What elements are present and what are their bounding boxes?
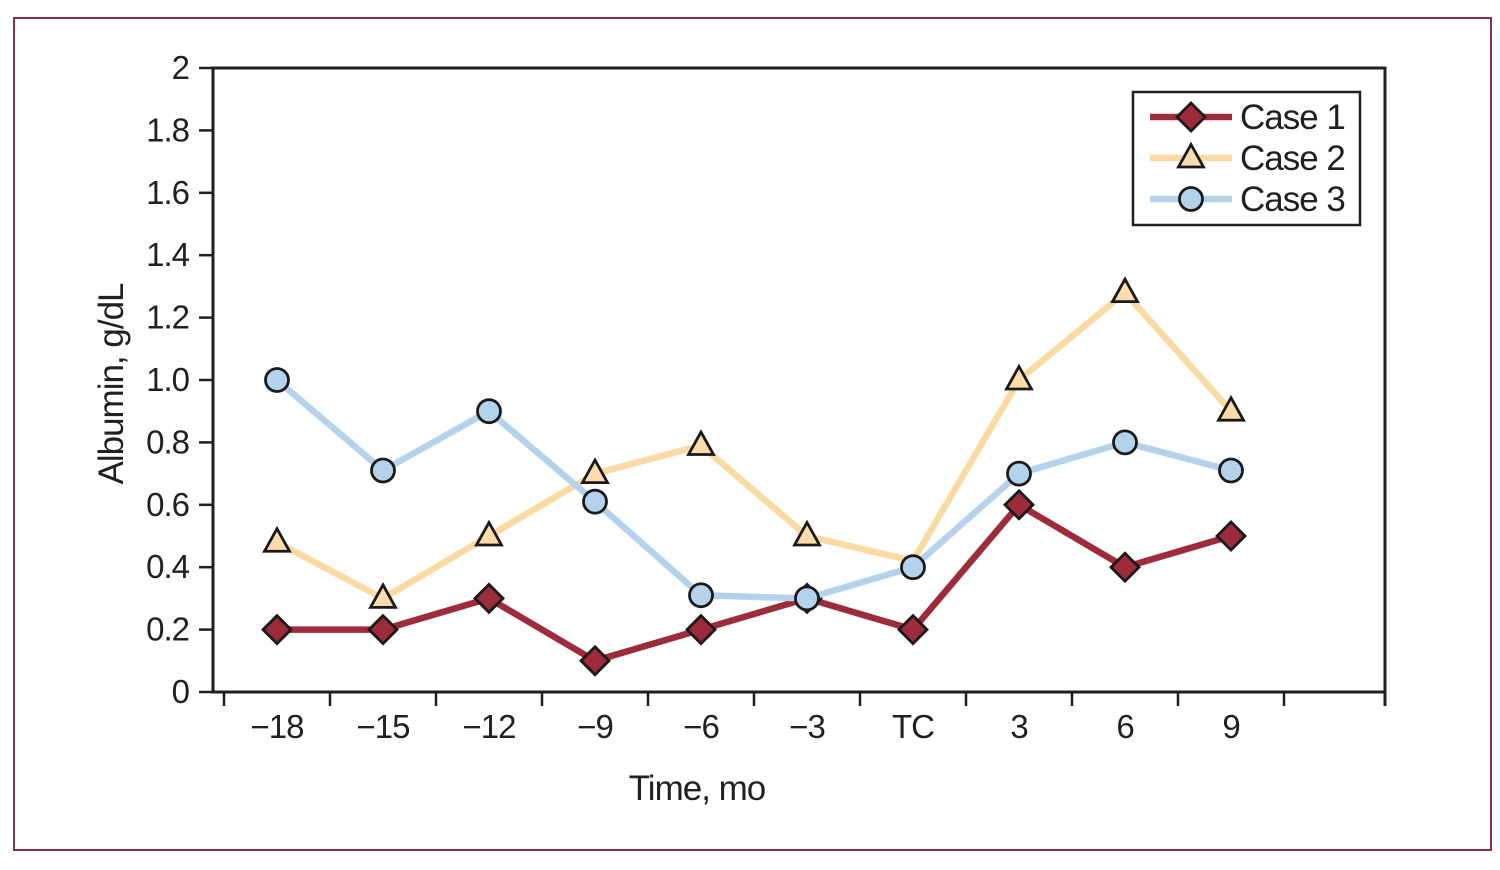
marker-case-1-diamond — [473, 582, 505, 615]
marker-case-3-circle — [1112, 429, 1138, 456]
y-tick-label: 1.0 — [146, 361, 190, 398]
legend-marker-case-1 — [1175, 101, 1207, 133]
marker-case-3-circle — [370, 457, 396, 484]
y-tick-label: 1.6 — [146, 174, 189, 211]
marker-case-1-diamond — [1109, 551, 1141, 584]
marker-case-3-circle — [476, 398, 502, 425]
marker-case-3-circle — [900, 554, 926, 581]
marker-case-1-diamond — [579, 644, 611, 677]
figure-border — [13, 17, 1492, 851]
marker-case-1-diamond — [685, 613, 717, 646]
marker-case-3-circle — [794, 585, 820, 612]
marker-case-2-triangle — [262, 525, 292, 553]
marker-case-1-diamond — [897, 613, 929, 646]
y-tick-label: 0.8 — [146, 423, 189, 460]
y-tick-label: 0 — [172, 673, 190, 710]
y-axis-title: Albumin, g/dL — [92, 283, 131, 485]
legend-label-case-1: Case 1 — [1240, 98, 1345, 137]
x-tick-label: −15 — [357, 708, 410, 745]
marker-case-3-circle — [1218, 457, 1244, 484]
y-tick-label: 0.6 — [146, 486, 189, 523]
x-tick-label: −6 — [683, 708, 719, 745]
marker-case-1-diamond — [1215, 520, 1247, 552]
x-tick-label: 9 — [1222, 708, 1239, 745]
marker-case-3-circle — [582, 488, 608, 515]
marker-case-2-triangle — [474, 519, 504, 547]
legend-marker-case-3 — [1178, 186, 1204, 212]
y-tick-label: 0.2 — [146, 611, 189, 648]
legend-label-case-3: Case 3 — [1240, 180, 1345, 219]
marker-case-2-triangle — [368, 582, 398, 609]
y-tick-label: 1.8 — [146, 111, 189, 148]
y-tick-label: 1.2 — [146, 299, 189, 336]
marker-case-3-circle — [688, 582, 714, 609]
x-tick-label: TC — [892, 708, 934, 745]
series-group — [261, 276, 1247, 677]
series-line-case-3 — [274, 377, 1232, 602]
legend-marker-case-2 — [1176, 141, 1206, 169]
x-tick-label: −12 — [463, 708, 516, 745]
marker-case-3-circle — [264, 367, 290, 393]
series-line-case-1 — [277, 500, 1232, 665]
y-tick-label: 2 — [172, 49, 189, 86]
x-axis-title: Time, mo — [629, 769, 766, 808]
marker-case-2-triangle — [686, 429, 716, 456]
marker-case-2-triangle — [792, 519, 822, 547]
marker-case-1-diamond — [367, 613, 399, 646]
marker-case-3-circle — [1006, 460, 1032, 487]
y-tick-label: 0.4 — [146, 548, 190, 585]
axes-group: −18 −15 −12 −9 −6 −3 TC 3 6 9 0 0.2 0.4 0.6 0.8 1.0 1.2 1… — [146, 49, 1387, 745]
x-tick-label: 6 — [1116, 708, 1133, 745]
marker-case-2-triangle — [1110, 276, 1140, 304]
marker-case-2-triangle — [580, 457, 610, 484]
x-tick-label: 3 — [1010, 708, 1027, 745]
marker-case-2-triangle — [1216, 394, 1246, 422]
x-tick-label: −3 — [789, 708, 825, 745]
marker-case-1-diamond — [1003, 488, 1035, 521]
series-line-case-2 — [275, 288, 1234, 603]
x-tick-label: −9 — [577, 708, 613, 745]
marker-case-1-diamond — [261, 613, 293, 646]
y-tick-label: 1.4 — [146, 236, 190, 273]
marker-case-2-triangle — [1004, 363, 1034, 391]
legend-label-case-2: Case 2 — [1240, 139, 1345, 178]
x-tick-label: −18 — [251, 708, 304, 745]
